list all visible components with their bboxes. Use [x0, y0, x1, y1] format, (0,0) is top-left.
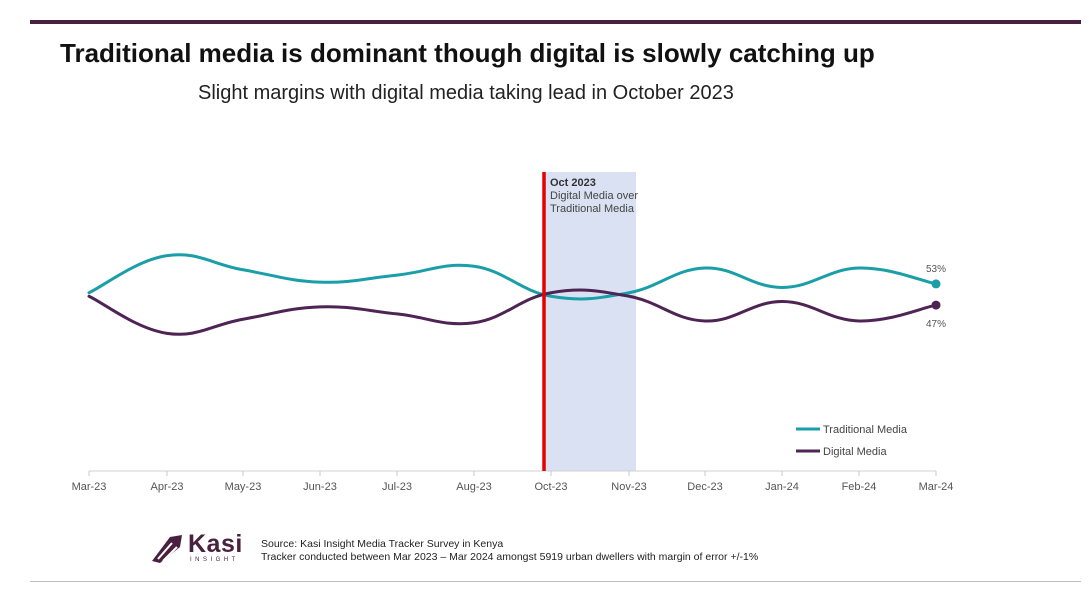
x-tick-label: Jul-23: [382, 481, 412, 493]
x-tick-label: Feb-24: [842, 481, 877, 493]
logo-text: Kasi: [188, 530, 243, 558]
annotation-text: Digital Media over: [550, 190, 638, 202]
chart-title: Traditional media is dominant though dig…: [60, 38, 875, 68]
x-tick-label: May-23: [225, 481, 262, 493]
methodology-note: Tracker conducted between Mar 2023 – Mar…: [261, 551, 759, 563]
legend-label: Traditional Media: [823, 424, 908, 436]
source-note: Source: Kasi Insight Media Tracker Surve…: [261, 538, 504, 550]
end-point-digital-media: [931, 300, 941, 310]
kasi-logo: Kasi INSIGHT: [150, 531, 243, 565]
annotation-heading: Oct 2023: [550, 177, 596, 189]
data-label-traditional-end: 53%: [926, 264, 946, 275]
chart-subtitle: Slight margins with digital media taking…: [198, 82, 734, 104]
x-tick-label: Mar-24: [919, 481, 954, 493]
kasi-logo-icon: [152, 535, 182, 563]
annotation-band: [544, 172, 636, 471]
logo-subtext: INSIGHT: [190, 557, 239, 563]
x-tick-label: Jan-24: [765, 481, 799, 493]
end-point-traditional-media: [931, 279, 941, 289]
x-tick-label: Jun-23: [303, 481, 337, 493]
legend-label: Digital Media: [823, 446, 887, 458]
annotation-text: Traditional Media: [550, 203, 635, 215]
x-tick-label: Oct-23: [534, 481, 567, 493]
footer-notes: Source: Kasi Insight Media Tracker Surve…: [261, 538, 758, 564]
bottom-rule: [30, 581, 1081, 582]
data-label-digital-end: 47%: [926, 319, 946, 330]
top-rule: [30, 20, 1081, 24]
x-tick-label: Aug-23: [456, 481, 491, 493]
series-line-digital-media: [87, 288, 938, 336]
x-tick-label: Dec-23: [687, 481, 722, 493]
x-tick-label: Nov-23: [611, 481, 646, 493]
series-line-traditional-media: [87, 253, 938, 301]
x-tick-label: Mar-23: [72, 481, 107, 493]
x-tick-label: Apr-23: [150, 481, 183, 493]
